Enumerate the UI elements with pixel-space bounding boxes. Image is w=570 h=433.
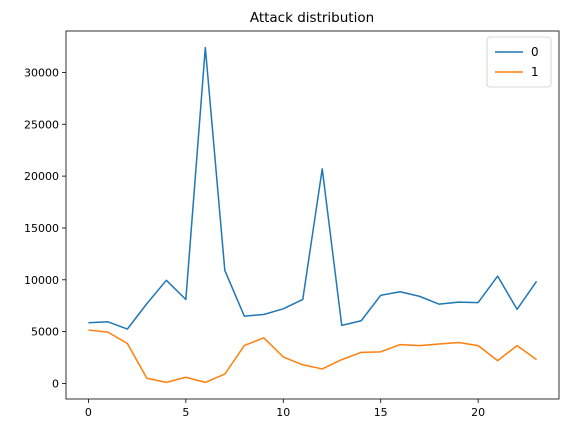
legend-label-0: 0 <box>531 45 539 59</box>
x-tick-label: 5 <box>182 406 189 419</box>
plot-area <box>65 30 560 400</box>
y-axis: 0 5000 10000 15000 20000 25000 30000 <box>24 66 66 390</box>
x-tick-label: 20 <box>471 406 485 419</box>
series-line-1 <box>88 329 538 384</box>
y-tick-label: 20000 <box>24 170 59 183</box>
y-tick-label: 0 <box>52 377 59 390</box>
legend-label-1: 1 <box>531 65 539 79</box>
chart-title: Attack distribution <box>250 10 374 26</box>
y-tick-label: 25000 <box>24 118 59 131</box>
y-tick-label: 30000 <box>24 66 59 79</box>
legend: 01 <box>486 36 552 88</box>
legend-box <box>486 36 552 88</box>
y-tick-label: 15000 <box>24 222 59 235</box>
series-layer <box>88 46 538 384</box>
series-line-0 <box>88 46 538 330</box>
x-axis: 0 5 10 15 20 <box>85 399 485 419</box>
x-tick-label: 15 <box>374 406 388 419</box>
plot-frame <box>65 30 560 400</box>
y-tick-label: 5000 <box>31 326 59 339</box>
y-tick-label: 10000 <box>24 274 59 287</box>
x-tick-label: 0 <box>85 406 92 419</box>
x-tick-label: 10 <box>276 406 290 419</box>
